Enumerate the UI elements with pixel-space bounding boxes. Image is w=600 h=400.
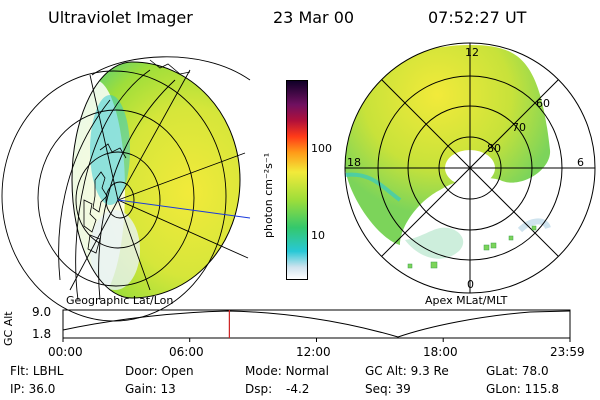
geo-panel-label: Geographic Lat/Lon [66,294,174,307]
app-title: Ultraviolet Imager [48,8,193,27]
altitude-curve [62,310,571,338]
altitude-tick-max: 9.0 [32,305,52,319]
colorbar-tick-100: 100 [311,142,332,155]
polar-label-0: 0 [467,278,474,291]
time-tick: 00:00 [48,345,83,359]
time-tick: 12:00 [296,345,331,359]
header-time: 07:52:27 UT [428,8,527,27]
colorbar [286,80,308,280]
altitude-tick-min: 1.8 [32,327,52,341]
time-tick: 06:00 [169,345,204,359]
status-seq: Seq: 39 [365,382,411,396]
colorbar-tick-10: 10 [311,229,325,242]
polar-lat-70: 70 [512,121,526,134]
status-ip: IP: 36.0 [10,382,56,396]
header-date: 23 Mar 00 [273,8,355,27]
time-tick: 23:59 [550,345,585,359]
polar-label-6: 6 [577,156,584,169]
status-gain: Gain: 13 [125,382,176,396]
status-door: Door: Open [125,364,194,378]
polar-panel-label: Apex MLat/MLT [425,294,508,307]
time-tick: 18:00 [423,345,458,359]
status-mode: Mode: Normal [245,364,329,378]
polar-lat-80: 80 [487,142,501,155]
polar-label-12: 12 [465,46,479,59]
polar-label-18: 18 [347,156,361,169]
polar-lat-60: 60 [536,97,550,110]
altitude-plot-frame [62,309,571,339]
status-gc-alt: GC Alt: 9.3 Re [365,364,449,378]
altitude-axis-label: GC Alt [2,311,15,346]
status-glat: GLat: 78.0 [486,364,549,378]
status-filter: Flt: LBHL [10,364,64,378]
status-dsp: Dsp: -4.2 [245,382,310,396]
status-glon: GLon: 115.8 [486,382,559,396]
